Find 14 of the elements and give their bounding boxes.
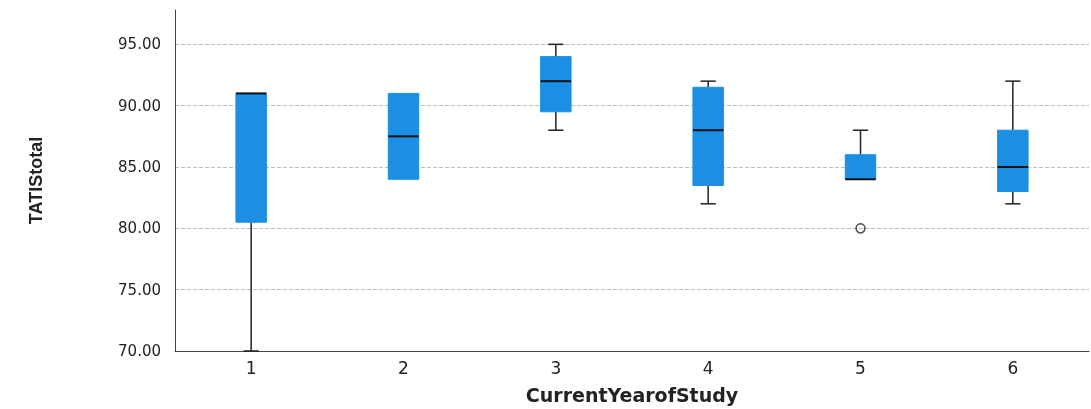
x-tick-label: 2	[398, 357, 409, 378]
y-tick-label: 70.00	[118, 342, 161, 360]
y-tick-label: 95.00	[118, 35, 161, 54]
x-tick-label: 6	[1007, 357, 1019, 378]
y-tick-label: 80.00	[118, 219, 161, 238]
y-axis-title: TATIStotal	[26, 136, 46, 225]
x-tick-label: 1	[245, 357, 257, 378]
x-tick-label: 4	[702, 357, 714, 378]
y-tick-label: 90.00	[118, 96, 161, 115]
x-tick-label: 3	[550, 357, 562, 378]
x-tick-label: 5	[855, 357, 866, 378]
y-tick-label: 85.00	[118, 158, 161, 177]
y-tick-label: 75.00	[118, 280, 161, 299]
x-axis-title: CurrentYearofStudy	[525, 383, 739, 406]
